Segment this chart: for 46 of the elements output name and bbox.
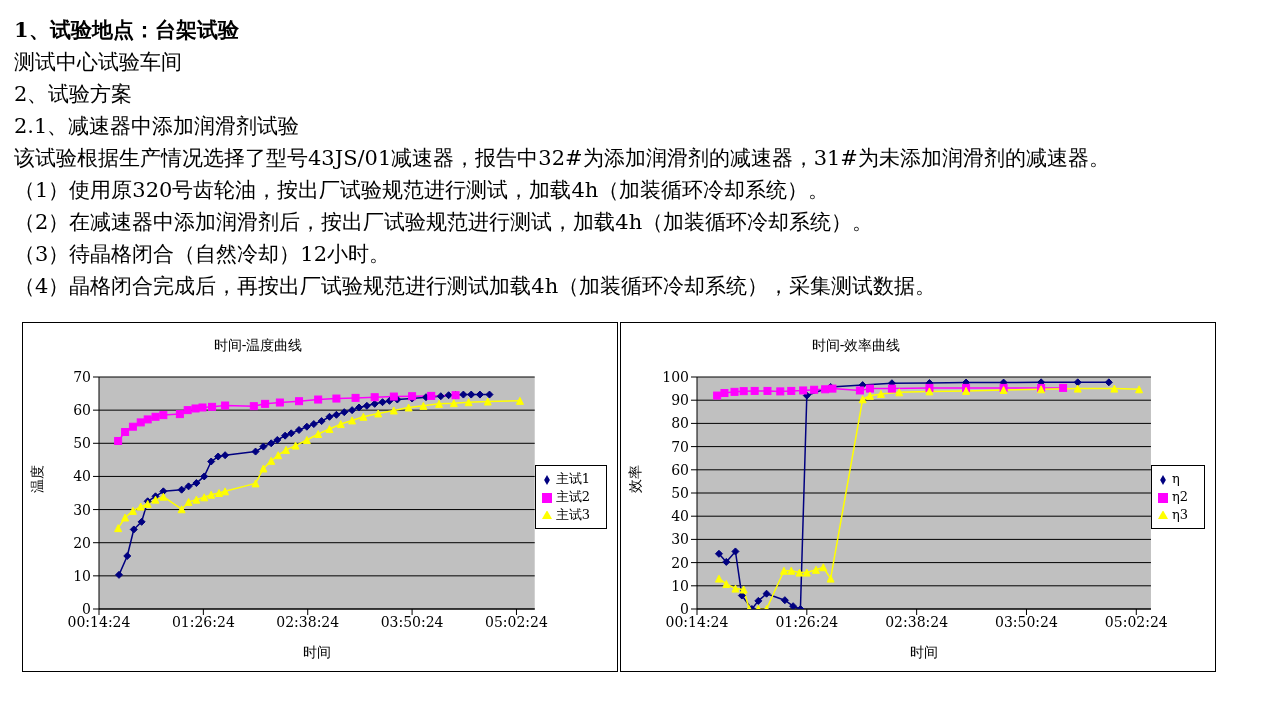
x-axis-title: 时间	[909, 644, 938, 660]
text: 2、试验方案	[14, 81, 134, 108]
text: （4）晶格闭合完成后，再按出厂试验规范进行测试加载4h（加装循环冷却系统），采集测试数据。	[14, 273, 938, 300]
y-tick-label: 60	[73, 402, 91, 419]
x-axis-title: 时间	[302, 644, 331, 660]
y-tick-label: 10	[671, 577, 689, 594]
text: （2）在减速器中添加润滑剂后，按出厂试验规范进行测试，加载4h（加装循环冷却系统）。	[14, 209, 875, 236]
legend-label: η	[1171, 471, 1180, 486]
x-tick-label: 05:02:24	[1104, 613, 1168, 630]
legend-label: 主试2	[555, 489, 590, 504]
legend-label: η3	[1171, 507, 1188, 522]
chart-title: 时间-温度曲线	[212, 337, 304, 355]
y-tick-label: 100	[662, 368, 689, 385]
text: 1、试验地点：台架试验	[14, 16, 240, 44]
text: （1）使用原320号齿轮油，按出厂试验规范进行测试，加载4h（加装循环冷却系统）。	[14, 177, 831, 204]
y-axis-title: 效率	[626, 465, 643, 493]
y-tick-label: 50	[671, 484, 689, 501]
y-tick-label: 30	[73, 501, 91, 518]
legend-label: 主试3	[555, 507, 590, 522]
y-tick-label: 70	[671, 438, 689, 455]
y-tick-label: 20	[671, 554, 689, 571]
x-tick-label: 05:02:24	[485, 613, 548, 630]
x-tick-label: 01:26:24	[775, 613, 839, 630]
x-tick-label: 01:26:24	[171, 613, 235, 630]
y-tick-label: 70	[73, 368, 91, 385]
text: 测试中心试验车间	[14, 49, 183, 76]
legend-label: 主试1	[555, 471, 590, 486]
y-tick-label: 30	[671, 531, 689, 548]
y-tick-label: 90	[671, 392, 689, 409]
text: 该试验根据生产情况选择了型号43JS/01减速器，报告中32#为添加润滑剂的减速器，31#为未添加润滑剂的减速器。	[14, 145, 1111, 172]
y-tick-label: 60	[671, 461, 689, 478]
chart-title: 时间-效率曲线	[810, 337, 902, 355]
x-tick-label: 03:50:24	[995, 613, 1058, 630]
y-tick-label: 80	[671, 415, 689, 432]
y-tick-label: 10	[73, 567, 91, 584]
y-tick-label: 40	[671, 508, 689, 525]
y-tick-label: 50	[73, 435, 91, 452]
y-tick-label: 40	[73, 468, 91, 485]
y-axis-title: 温度	[28, 465, 45, 493]
legend-label: η2	[1171, 489, 1188, 504]
text: 2.1、减速器中添加润滑剂试验	[14, 113, 301, 140]
x-tick-label: 02:38:24	[276, 613, 340, 630]
y-tick-label: 20	[73, 534, 91, 551]
x-tick-label: 02:38:24	[885, 613, 949, 630]
text: （3）待晶格闭合（自然冷却）12小时。	[14, 241, 392, 268]
x-tick-label: 03:50:24	[380, 613, 444, 630]
